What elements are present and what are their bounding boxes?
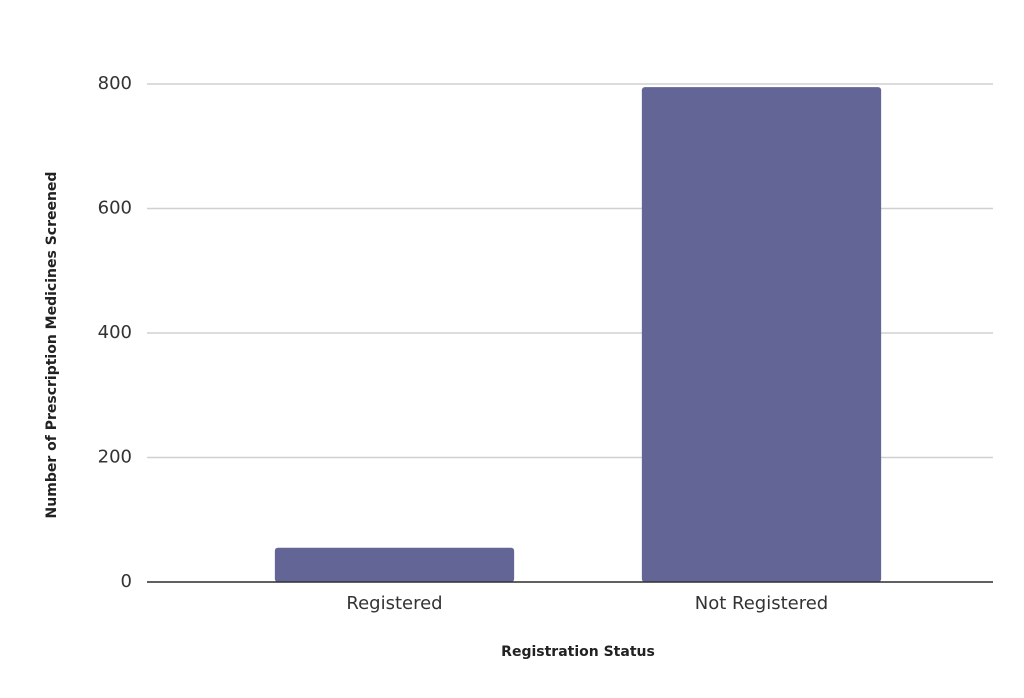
y-tick-label: 800 (98, 73, 132, 94)
y-tick-label: 600 (98, 198, 132, 219)
bar (274, 547, 515, 582)
y-tick-label: 400 (98, 322, 132, 343)
y-axis-title: Number of Prescription Medicines Screene… (44, 172, 60, 519)
bar (641, 87, 882, 583)
x-tick-label: Registered (346, 593, 442, 614)
x-axis-title: Registration Status (501, 644, 655, 660)
y-tick-label: 0 (121, 571, 132, 592)
y-tick-label: 200 (98, 447, 132, 468)
x-tick-label: Not Registered (695, 593, 828, 614)
